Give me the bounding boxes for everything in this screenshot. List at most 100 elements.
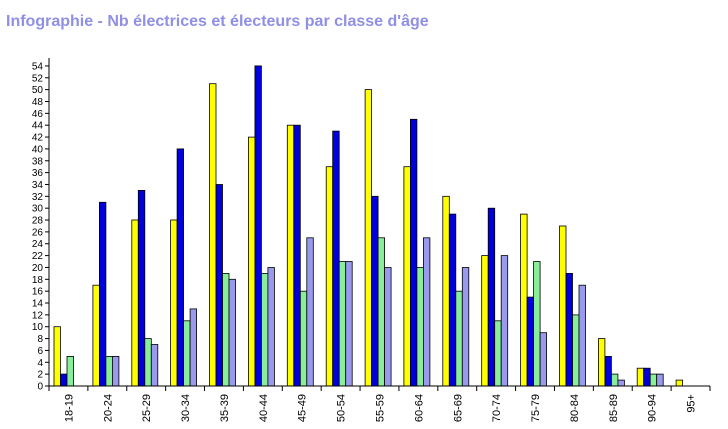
- bar-35-39-s1: [209, 83, 217, 387]
- y-tick-label: 54: [32, 61, 44, 72]
- bar-60-64-s2: [409, 118, 418, 387]
- y-tick-label: 20: [32, 263, 44, 274]
- bar-50-54-s2: [332, 130, 340, 387]
- bar-75-79-s4: [539, 332, 547, 387]
- bar-65-69-s4: [461, 267, 470, 387]
- y-tick-label: 26: [32, 227, 44, 238]
- bar-55-59-s4: [384, 267, 392, 387]
- bar-80-84-s2: [565, 272, 573, 387]
- bar-18-19-s2: [60, 373, 68, 387]
- x-tick-label: 18-19: [63, 394, 75, 422]
- y-tick-label: 22: [32, 251, 44, 262]
- y-tick-label: 28: [32, 216, 44, 227]
- bar-85-89-s4: [617, 379, 625, 387]
- x-tick-label: 85-89: [608, 394, 620, 422]
- y-tick-label: 36: [32, 168, 44, 179]
- bar-40-44-s2: [254, 65, 262, 387]
- bar-45-49-s2: [293, 124, 301, 387]
- x-tick-label: 80-84: [569, 394, 581, 422]
- bar-55-59-s3: [377, 237, 386, 387]
- bar-90-94-s3: [649, 373, 658, 387]
- bar-85-89-s2: [604, 355, 612, 387]
- y-tick-label: 10: [32, 322, 44, 333]
- bar-18-19-s3: [66, 355, 74, 387]
- bar-35-39-s4: [228, 278, 236, 387]
- bar-95+-s1: [675, 379, 683, 387]
- y-tick-label: 8: [37, 334, 43, 345]
- y-tick-label: 6: [37, 346, 43, 357]
- x-tick-label: 55-59: [375, 394, 387, 422]
- bar-75-79-s2: [526, 296, 534, 387]
- x-tick-label: 65-69: [452, 394, 464, 422]
- bar-90-94-s2: [643, 367, 651, 387]
- bar-50-54-s3: [338, 261, 347, 387]
- y-tick-label: 14: [32, 299, 44, 310]
- bar-30-34-s2: [176, 148, 185, 387]
- x-tick-label: 45-49: [297, 394, 309, 422]
- bar-80-84-s1: [559, 225, 567, 387]
- bar-25-29-s3: [144, 338, 152, 387]
- bar-80-84-s4: [578, 284, 586, 387]
- bar-20-24-s2: [99, 201, 107, 387]
- y-tick-label: 4: [37, 358, 43, 369]
- bar-25-29-s1: [131, 219, 139, 387]
- x-axis: 18-19 20-24 25-29 30-34 35-39 40-44 45-49 50-54…: [48, 385, 711, 422]
- bar-85-89-s3: [611, 373, 619, 387]
- y-tick-label: 24: [32, 239, 44, 250]
- x-tick-label: 95+: [686, 394, 698, 413]
- y-tick-label: 0: [37, 382, 43, 393]
- x-tick-label: 60-64: [413, 394, 425, 422]
- y-tick-label: 40: [32, 144, 44, 155]
- bar-75-79-s3: [533, 261, 541, 387]
- y-tick-label: 12: [32, 310, 44, 321]
- bar-45-49-s4: [306, 237, 314, 387]
- bar-45-49-s1: [286, 124, 295, 387]
- x-tick-label: 90-94: [647, 394, 659, 422]
- bar-65-69-s1: [442, 195, 450, 387]
- y-tick-label: 46: [32, 109, 44, 120]
- y-tick-label: 52: [32, 73, 44, 84]
- y-tick-label: 30: [32, 204, 44, 215]
- y-tick-label: 16: [32, 287, 44, 298]
- bar-70-74-s4: [500, 255, 509, 387]
- bar-50-54-s4: [345, 261, 353, 387]
- y-tick-label: 18: [32, 275, 44, 286]
- bar-18-19-s1: [53, 326, 61, 387]
- bar-30-34-s1: [170, 219, 178, 387]
- y-tick-label: 34: [32, 180, 44, 191]
- bar-65-69-s2: [448, 213, 457, 387]
- bar-80-84-s3: [572, 314, 580, 387]
- y-tick-label: 48: [32, 97, 44, 108]
- bar-60-64-s1: [403, 166, 411, 387]
- x-tick-label: 40-44: [258, 394, 270, 422]
- x-tick-label: 35-39: [219, 394, 231, 422]
- bar-20-24-s3: [105, 355, 113, 387]
- chart-title: Infographie - Nb électrices et électeurs…: [6, 13, 429, 30]
- bar-45-49-s3: [299, 290, 308, 387]
- bar-90-94-s4: [656, 373, 664, 387]
- y-tick-label: 50: [32, 85, 44, 96]
- bar-25-29-s4: [150, 344, 159, 387]
- x-tick-label: 30-34: [180, 394, 192, 422]
- bar-75-79-s1: [520, 213, 528, 387]
- bar-70-74-s1: [481, 255, 489, 387]
- bar-60-64-s3: [416, 267, 424, 387]
- bar-70-74-s3: [494, 320, 502, 387]
- x-tick-label: 20-24: [102, 394, 114, 422]
- bar-55-59-s2: [371, 195, 379, 387]
- x-tick-label: 50-54: [336, 394, 348, 422]
- bar-30-34-s3: [183, 320, 191, 387]
- y-tick-label: 42: [32, 133, 44, 144]
- bar-40-44-s3: [260, 272, 269, 387]
- bar-30-34-s4: [189, 308, 198, 387]
- bar-65-69-s3: [455, 290, 463, 387]
- bar-25-29-s2: [137, 189, 146, 387]
- bars-group: [53, 65, 683, 387]
- y-tick-label: 32: [32, 192, 44, 203]
- bar-20-24-s1: [92, 284, 100, 387]
- y-tick-label: 2: [37, 370, 43, 381]
- x-tick-label: 70-74: [491, 394, 503, 422]
- bar-40-44-s4: [267, 267, 275, 387]
- bar-40-44-s1: [247, 136, 256, 387]
